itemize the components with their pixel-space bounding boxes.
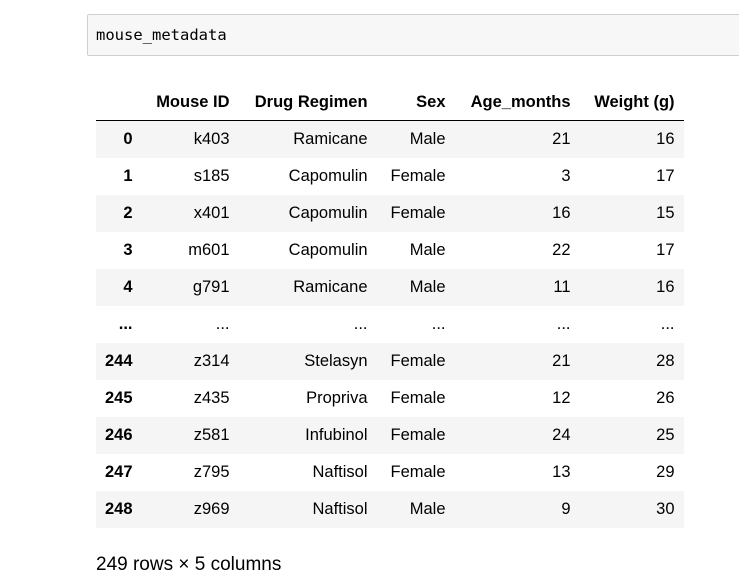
cell-sex: Female bbox=[390, 389, 446, 407]
cell-mouse-id: z581 bbox=[193, 426, 230, 444]
cell-drug-regimen: Ramicane bbox=[293, 278, 368, 296]
row-index: 1 bbox=[123, 167, 133, 185]
code-text: mouse_metadata bbox=[96, 26, 227, 44]
cell-weight: 16 bbox=[656, 278, 675, 296]
cell-drug-regimen: Naftisol bbox=[312, 463, 368, 481]
cell-sex: Male bbox=[409, 500, 446, 518]
cell-mouse-id: z795 bbox=[193, 463, 230, 481]
cell-age-months: ... bbox=[556, 315, 571, 333]
cell-weight: ... bbox=[660, 315, 675, 333]
cell-weight: 30 bbox=[656, 500, 675, 518]
cell-age-months: 24 bbox=[552, 426, 571, 444]
index-column-header bbox=[96, 84, 142, 121]
cell-sex: Female bbox=[390, 463, 446, 481]
cell-weight: 16 bbox=[656, 130, 675, 148]
cell-sex: Male bbox=[409, 130, 446, 148]
column-header-weight: Weight (g) bbox=[579, 84, 684, 121]
cell-mouse-id: k403 bbox=[193, 130, 230, 148]
cell-sex: Female bbox=[390, 167, 446, 185]
cell-drug-regimen: Stelasyn bbox=[304, 352, 368, 370]
cell-age-months: 11 bbox=[553, 278, 571, 296]
cell-sex: Female bbox=[390, 352, 446, 370]
cell-drug-regimen: Naftisol bbox=[312, 500, 368, 518]
cell-age-months: 16 bbox=[552, 204, 571, 222]
cell-weight: 29 bbox=[656, 463, 675, 481]
row-index: 246 bbox=[105, 426, 133, 444]
cell-mouse-id: z435 bbox=[193, 389, 230, 407]
column-header-drug-regimen: Drug Regimen bbox=[238, 84, 377, 121]
table-row: 246 z581 Infubinol Female 24 25 bbox=[96, 417, 684, 454]
row-index: ... bbox=[118, 315, 133, 333]
row-index: 2 bbox=[123, 204, 133, 222]
row-index: 3 bbox=[123, 241, 133, 259]
cell-mouse-id: z969 bbox=[193, 500, 230, 518]
cell-sex: Male bbox=[409, 278, 446, 296]
table-row: 245 z435 Propriva Female 12 26 bbox=[96, 380, 684, 417]
cell-mouse-id: z314 bbox=[193, 352, 230, 370]
table-row: 1 s185 Capomulin Female 3 17 bbox=[96, 158, 684, 195]
table-header-row: Mouse ID Drug Regimen Sex Age_months Wei… bbox=[96, 84, 684, 121]
table-row: 4 g791 Ramicane Male 11 16 bbox=[96, 269, 684, 306]
cell-sex: Male bbox=[409, 241, 446, 259]
table-row: 0 k403 Ramicane Male 21 16 bbox=[96, 120, 684, 158]
cell-mouse-id: s185 bbox=[193, 167, 230, 185]
column-header-mouse-id: Mouse ID bbox=[141, 84, 239, 121]
row-index: 247 bbox=[105, 463, 133, 481]
table-row: 248 z969 Naftisol Male 9 30 bbox=[96, 491, 684, 528]
cell-weight: 25 bbox=[656, 426, 675, 444]
table-row: 247 z795 Naftisol Female 13 29 bbox=[96, 454, 684, 491]
row-index: 248 bbox=[105, 500, 133, 518]
row-index: 0 bbox=[123, 130, 133, 148]
table-row: 3 m601 Capomulin Male 22 17 bbox=[96, 232, 684, 269]
cell-drug-regimen: ... bbox=[353, 315, 368, 333]
cell-weight: 28 bbox=[656, 352, 675, 370]
code-input-cell[interactable]: mouse_metadata bbox=[87, 14, 739, 56]
cell-mouse-id: x401 bbox=[193, 204, 230, 222]
cell-weight: 17 bbox=[656, 241, 675, 259]
dataframe-table: Mouse ID Drug Regimen Sex Age_months Wei… bbox=[96, 84, 684, 528]
cell-drug-regimen: Propriva bbox=[306, 389, 368, 407]
row-index: 4 bbox=[123, 278, 133, 296]
cell-weight: 26 bbox=[656, 389, 675, 407]
table-row: 2 x401 Capomulin Female 16 15 bbox=[96, 195, 684, 232]
cell-age-months: 12 bbox=[552, 389, 571, 407]
cell-age-months: 3 bbox=[561, 167, 571, 185]
row-index: 244 bbox=[105, 352, 133, 370]
cell-sex: Female bbox=[390, 426, 446, 444]
cell-age-months: 21 bbox=[552, 130, 571, 148]
column-header-age-months: Age_months bbox=[454, 84, 580, 121]
cell-drug-regimen: Infubinol bbox=[305, 426, 368, 444]
cell-drug-regimen: Ramicane bbox=[293, 130, 368, 148]
cell-sex: ... bbox=[431, 315, 446, 333]
cell-age-months: 22 bbox=[552, 241, 571, 259]
cell-age-months: 9 bbox=[561, 500, 571, 518]
cell-age-months: 13 bbox=[552, 463, 571, 481]
table-row-ellipsis: ... ... ... ... ... ... bbox=[96, 306, 684, 343]
cell-weight: 15 bbox=[656, 204, 675, 222]
cell-mouse-id: g791 bbox=[192, 278, 230, 296]
cell-drug-regimen: Capomulin bbox=[288, 167, 368, 185]
row-index: 245 bbox=[105, 389, 133, 407]
cell-drug-regimen: Capomulin bbox=[288, 241, 368, 259]
cell-sex: Female bbox=[390, 204, 446, 222]
table-row: 244 z314 Stelasyn Female 21 28 bbox=[96, 343, 684, 380]
column-header-sex: Sex bbox=[376, 84, 455, 121]
dataframe-shape-summary: 249 rows × 5 columns bbox=[96, 554, 282, 575]
cell-age-months: 21 bbox=[552, 352, 571, 370]
cell-weight: 17 bbox=[656, 167, 675, 185]
cell-drug-regimen: Capomulin bbox=[288, 204, 368, 222]
cell-mouse-id: ... bbox=[215, 315, 230, 333]
cell-mouse-id: m601 bbox=[188, 241, 230, 259]
